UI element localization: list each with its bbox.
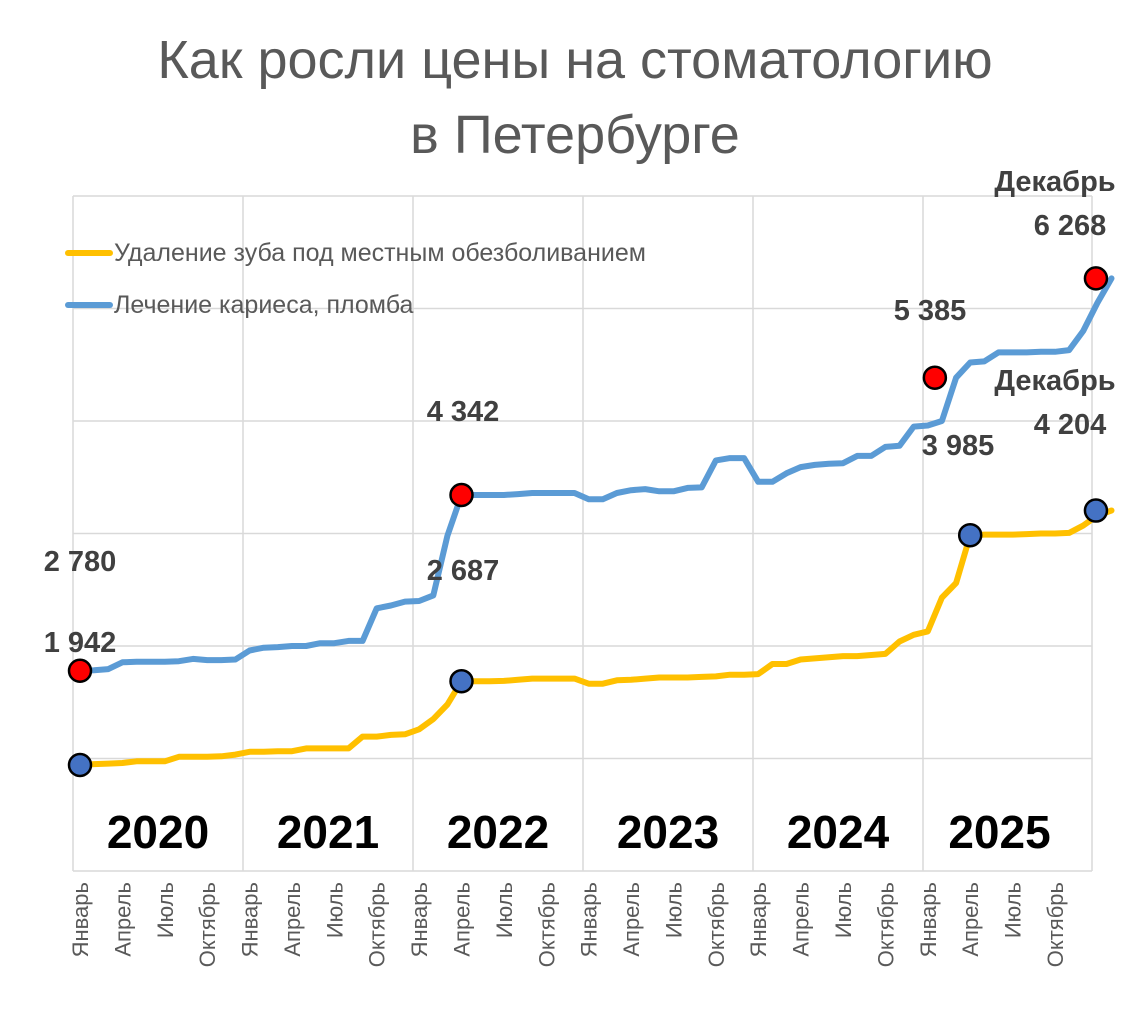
grid <box>72 195 1093 872</box>
markers <box>67 266 1109 778</box>
label-dec-caries-value: 6 268 <box>1034 210 1107 242</box>
year-label: 2023 <box>617 806 719 858</box>
x-tick-label: Апрель <box>280 882 305 957</box>
marker-tooth-december <box>1083 498 1109 523</box>
x-tick-label: Апрель <box>619 882 644 957</box>
label-caries-2025: 5 385 <box>894 295 967 327</box>
x-tick-label: Апрель <box>958 882 983 957</box>
x-tick-label: Июль <box>661 882 686 938</box>
x-tick-label: Октябрь <box>704 882 729 967</box>
x-tick-label: Январь <box>407 882 432 957</box>
x-tick-label: Октябрь <box>365 882 390 967</box>
marker-tooth-start <box>67 752 93 778</box>
year-label: 2021 <box>277 806 379 858</box>
x-tick-label: Апрель <box>450 882 475 957</box>
x-tick-label: Октябрь <box>873 882 898 967</box>
x-tick-label: Апрель <box>110 882 135 957</box>
label-tooth-2025: 3 985 <box>922 430 995 462</box>
x-tick-label: Июль <box>831 882 856 938</box>
x-tick-label: Апрель <box>789 882 814 957</box>
series-line-caries <box>77 275 1115 674</box>
year-label: 2024 <box>787 806 890 858</box>
x-tick-label: Июль <box>153 882 178 938</box>
legend-label-tooth: Удаление зуба под местным обезболиванием <box>114 239 646 267</box>
x-tick-label: Январь <box>746 882 771 957</box>
label-caries-start: 2 780 <box>44 546 117 578</box>
x-tick-label: Июль <box>492 882 517 938</box>
x-tick-label: Январь <box>68 882 93 957</box>
chart-title-line-1: Как росли цены на стоматологию <box>157 30 992 90</box>
legend-label-caries: Лечение кариеса, пломба <box>114 291 413 319</box>
marker-caries-start <box>67 658 93 683</box>
year-label: 2025 <box>948 806 1050 858</box>
label-tooth-start: 1 942 <box>44 627 117 659</box>
x-tick-label: Январь <box>577 882 602 957</box>
marker-caries-2022 <box>449 482 474 508</box>
marker-tooth-2025 <box>957 522 983 548</box>
series-lines <box>77 275 1115 768</box>
year-label: 2022 <box>447 806 549 858</box>
marker-caries-december <box>1083 266 1109 291</box>
label-caries-2022: 4 342 <box>427 396 500 428</box>
label-tooth-2022: 2 687 <box>427 555 500 587</box>
x-tick-label: Октябрь <box>534 882 559 967</box>
x-tick-labels: Январь Апрель Июль Октябрь Январь Апрель Июль О… <box>68 882 1068 967</box>
x-tick-label: Июль <box>322 882 347 938</box>
x-tick-label: Июль <box>1001 882 1026 938</box>
x-tick-label: Январь <box>916 882 941 957</box>
label-dec-caries-month: Декабрь <box>994 166 1115 198</box>
label-dec-tooth-month: Декабрь <box>994 365 1115 397</box>
year-label: 2020 <box>107 806 209 858</box>
year-labels: 2020 2021 2022 2023 2024 2025 <box>107 806 1051 858</box>
series-line-tooth <box>77 507 1115 768</box>
x-tick-label: Октябрь <box>1043 882 1068 967</box>
x-tick-label: Октябрь <box>195 882 220 967</box>
chart-title-line-2: в Петербурге <box>410 105 740 165</box>
x-tick-label: Январь <box>238 882 263 957</box>
label-dec-tooth-value: 4 204 <box>1034 409 1107 441</box>
marker-tooth-2022 <box>449 668 474 694</box>
marker-caries-2025 <box>922 365 948 390</box>
